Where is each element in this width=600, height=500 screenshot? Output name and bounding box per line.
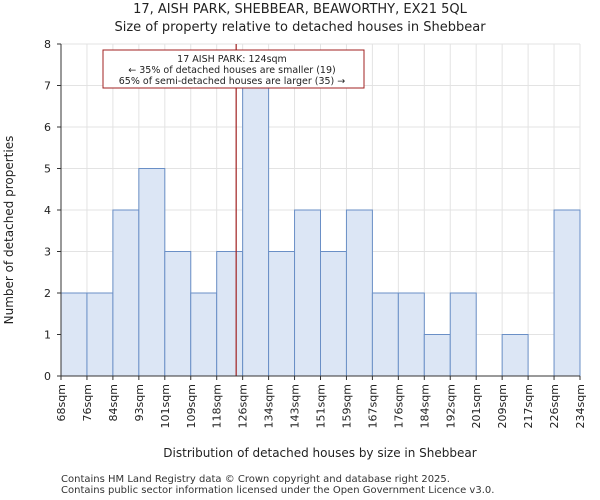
x-tick-label: 101sqm [159,384,172,428]
y-tick-label: 3 [44,246,51,259]
x-axis-label: Distribution of detached houses by size … [163,446,476,460]
chart-title: 17, AISH PARK, SHEBBEAR, BEAWORTHY, EX21… [133,2,467,17]
x-tick-label: 76sqm [81,384,94,421]
x-tick-label: 93sqm [133,384,146,421]
x-tick-label: 226sqm [548,384,561,428]
x-tick-label: 143sqm [289,384,302,428]
y-tick-label: 0 [44,370,51,383]
x-tick-label: 109sqm [185,384,198,428]
x-tick-label: 184sqm [418,384,431,428]
x-tick-label: 151sqm [315,384,328,428]
bar [501,334,529,377]
bar [371,292,399,377]
annotation-line-2: ← 35% of detached houses are smaller (19… [128,65,335,76]
y-tick-label: 6 [44,121,51,134]
bar [423,334,451,377]
y-tick-label: 4 [44,204,51,217]
y-tick-label: 5 [44,163,51,176]
bar [320,251,347,377]
bar [268,251,296,377]
x-tick-label: 167sqm [366,384,379,428]
y-tick-labels: 0 1 2 3 4 5 6 7 8 [44,38,61,383]
annotation-frame [102,49,365,89]
bar [345,209,373,377]
x-tick-label: 201sqm [470,384,483,428]
bar [86,292,114,377]
bar [112,209,140,377]
bar [216,251,244,377]
x-tick-label: 126sqm [237,384,250,428]
y-tick-label: 2 [44,287,51,300]
bar [294,209,321,377]
chart-subtitle: Size of property relative to detached ho… [114,20,486,35]
y-tick-label: 1 [44,329,51,342]
y-tick-label: 7 [44,80,51,93]
bar [553,209,581,377]
bars [60,85,581,377]
bar [242,85,270,377]
bar [60,292,88,377]
bar [164,251,192,377]
x-tick-label: 68sqm [55,384,68,421]
y-axis-label: Number of detached properties [2,136,16,325]
x-tick-label: 192sqm [444,384,457,428]
annotation-line-1: 17 AISH PARK: 124sqm [177,54,287,65]
x-tick-label: 84sqm [107,384,120,421]
x-tick-label: 209sqm [496,384,509,428]
bar [190,292,218,377]
annotation-line-3: 65% of semi-detached houses are larger (… [119,76,346,87]
x-tick-label: 176sqm [392,384,405,428]
bar [397,292,425,377]
annotation-box: 17 AISH PARK: 124sqm ← 35% of detached h… [102,49,365,89]
x-tick-label: 234sqm [574,384,587,428]
y-tick-label: 8 [44,38,51,51]
x-tick-label: 118sqm [211,384,224,428]
x-tick-labels: 68sqm 76sqm 84sqm 93sqm 101sqm 109sqm 118sqm 12… [55,376,587,428]
x-tick-label: 159sqm [340,384,353,428]
x-tick-label: 217sqm [522,384,535,428]
bar [449,292,477,377]
footer-line-1: Contains HM Land Registry data © Crown c… [61,474,450,485]
footer-line-2: Contains public sector information licen… [61,485,495,496]
bar [138,168,166,377]
x-tick-label: 134sqm [263,384,276,428]
